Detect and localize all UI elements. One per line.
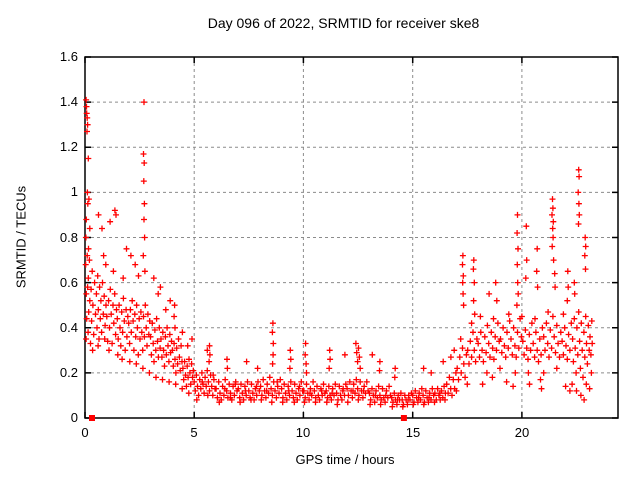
x-tick-label: 20 bbox=[514, 425, 530, 440]
grid-lines bbox=[85, 57, 618, 418]
x-tick-label: 15 bbox=[405, 425, 421, 440]
x-axis-label: GPS time / hours bbox=[295, 452, 395, 467]
zero-square-marker bbox=[89, 415, 95, 421]
y-tick-label: 1 bbox=[70, 184, 78, 199]
y-tick-label: 0.6 bbox=[59, 275, 78, 290]
x-tick-label: 5 bbox=[190, 425, 198, 440]
y-tick-label: 0.2 bbox=[59, 365, 78, 380]
y-tick-label: 1.2 bbox=[59, 139, 78, 154]
y-tick-label: 0.4 bbox=[59, 320, 78, 335]
zero-square-marker bbox=[400, 415, 407, 421]
y-tick-label: 1.6 bbox=[59, 49, 78, 64]
scatter-points bbox=[82, 96, 596, 410]
x-tick-label: 10 bbox=[295, 425, 311, 440]
x-tick-label: 0 bbox=[81, 425, 89, 440]
y-tick-label: 0.8 bbox=[59, 230, 78, 245]
y-tick-label: 1.4 bbox=[59, 94, 78, 109]
chart-title: Day 096 of 2022, SRMTID for receiver ske… bbox=[207, 15, 480, 31]
plot-frame bbox=[84, 56, 619, 419]
y-tick-label: 0 bbox=[70, 410, 78, 425]
